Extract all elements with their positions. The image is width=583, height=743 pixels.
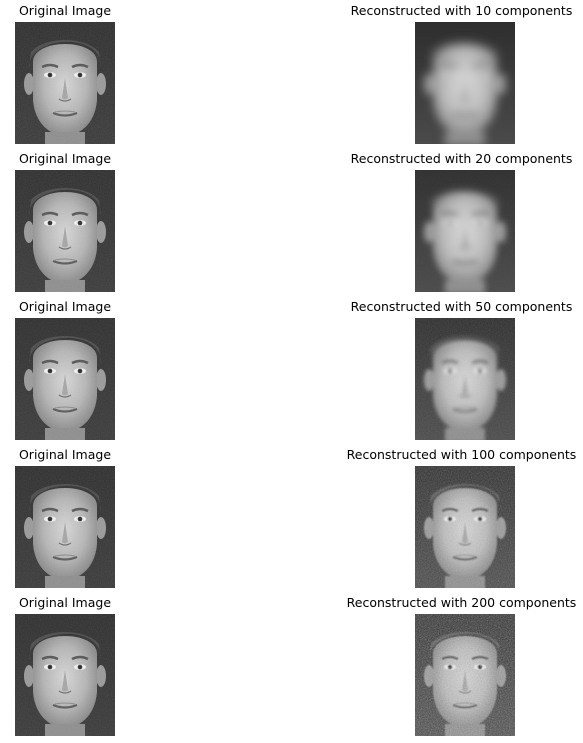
figure-row-5: Original Image Reconstructed with 200 co… [0,594,583,742]
reconstructed-image-title: Reconstructed with 20 components [340,150,583,168]
reconstructed-face-image [415,466,515,588]
original-face-image [15,318,115,440]
reconstructed-face-image [415,22,515,144]
original-face-image [15,170,115,292]
reconstructed-face-image [415,614,515,736]
original-face-image [15,614,115,736]
figure-row-1: Original Image Reconstructed with 10 com… [0,2,583,150]
original-image-title: Original Image [0,446,130,464]
reconstructed-image-title: Reconstructed with 100 components [340,446,583,464]
reconstructed-image-title: Reconstructed with 50 components [340,298,583,316]
figure-row-4: Original Image Reconstructed with 100 co… [0,446,583,594]
reconstructed-image-title: Reconstructed with 200 components [340,594,583,612]
original-image-title: Original Image [0,298,130,316]
figure-row-3: Original Image Reconstructed with 50 com… [0,298,583,446]
original-face-image [15,466,115,588]
original-image-title: Original Image [0,2,130,20]
original-face-image [15,22,115,144]
reconstructed-image-title: Reconstructed with 10 components [340,2,583,20]
original-image-title: Original Image [0,594,130,612]
reconstructed-face-image [415,318,515,440]
original-image-title: Original Image [0,150,130,168]
reconstructed-face-image [415,170,515,292]
figure-row-2: Original Image Reconstructed with 20 com… [0,150,583,298]
